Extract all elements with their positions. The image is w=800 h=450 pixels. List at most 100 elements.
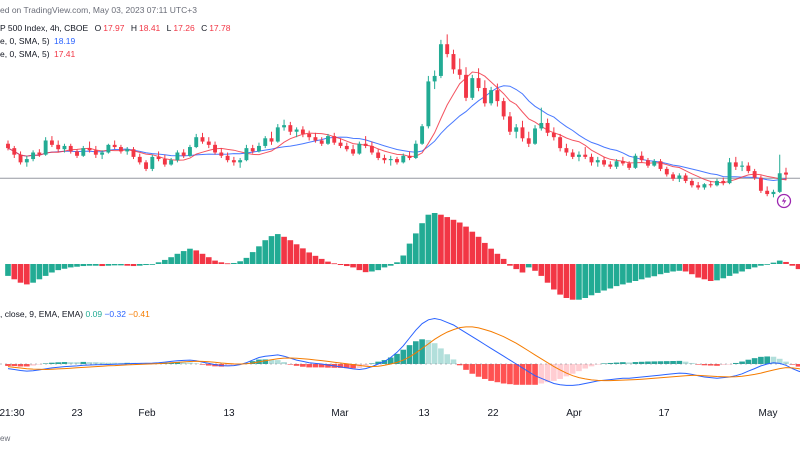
macd-histogram-bar xyxy=(795,364,800,367)
histogram-bar xyxy=(80,264,87,267)
macd-signal-value: −0.41 xyxy=(128,309,150,319)
macd-histogram-bar xyxy=(61,362,68,364)
histogram-bar xyxy=(111,264,118,266)
histogram-bar xyxy=(682,264,689,272)
macd-histogram-bar xyxy=(36,364,43,365)
ohlc-high-value: 18.41 xyxy=(139,23,161,33)
macd-histogram-bar xyxy=(463,364,469,370)
histogram-bar xyxy=(670,264,676,272)
candle-body xyxy=(18,154,23,163)
macd-histogram-bar xyxy=(180,362,187,364)
candle-body xyxy=(432,75,437,82)
candle-body xyxy=(188,147,192,156)
candle-body xyxy=(407,155,412,158)
histogram-bar xyxy=(86,264,93,266)
histogram-bar xyxy=(758,264,764,266)
macd-histogram-bar xyxy=(670,361,676,364)
macd-histogram-bar xyxy=(312,364,319,368)
candle-body xyxy=(777,173,782,192)
macd-histogram-bar xyxy=(74,362,80,364)
histogram-bar xyxy=(620,264,626,285)
candle-body xyxy=(194,137,199,148)
candle-body xyxy=(658,161,663,169)
histogram-bar xyxy=(42,264,49,276)
ma1-label: e, 0, SMA, 5) xyxy=(0,36,50,46)
candle-body xyxy=(156,156,161,160)
macd-histogram-bar xyxy=(86,362,93,364)
macd-histogram-bar xyxy=(425,339,432,364)
histogram-bar xyxy=(519,264,526,273)
macd-histogram-bar xyxy=(350,364,356,369)
macd-histogram-bar xyxy=(231,364,237,366)
candle-body xyxy=(275,127,280,142)
histogram-bar xyxy=(726,264,733,276)
histogram-bar xyxy=(557,264,563,295)
x-tick-label: 13 xyxy=(223,408,235,419)
candle-body xyxy=(752,171,757,178)
histogram-bar xyxy=(745,264,752,270)
candle-body xyxy=(733,162,738,167)
macd-histogram-bar xyxy=(695,364,701,365)
macd-histogram-bar xyxy=(394,353,400,364)
candle-body xyxy=(696,185,701,188)
ma1-legend-row[interactable]: e, 0, SMA, 5) 18.19 xyxy=(0,36,75,46)
histogram-bar xyxy=(193,250,200,264)
candle-body xyxy=(37,152,42,155)
macd-histogram-bar xyxy=(306,364,312,368)
histogram-bar xyxy=(507,264,513,266)
candle-body xyxy=(771,191,776,195)
histogram-bar xyxy=(632,264,639,281)
ma2-legend-row[interactable]: e, 0, SMA, 5) 17.41 xyxy=(0,49,75,59)
histogram-bar xyxy=(17,264,24,283)
histogram-bar xyxy=(124,264,131,266)
histogram-bar xyxy=(663,264,670,273)
candle-body xyxy=(401,155,406,163)
moving-averages xyxy=(7,71,787,184)
candle-body xyxy=(213,144,217,153)
candle-body xyxy=(627,163,632,168)
macd-histogram-bar xyxy=(268,359,275,364)
candle-body xyxy=(244,148,249,161)
histogram-bar xyxy=(770,262,777,264)
x-tick-label: 22 xyxy=(487,408,499,419)
macd-histogram-bar xyxy=(55,362,62,364)
x-tick-label: Apr xyxy=(566,408,582,419)
candle-body xyxy=(300,129,305,134)
histogram-bar xyxy=(187,248,193,264)
macd-histogram-bar xyxy=(507,364,513,385)
macd-histogram-bar xyxy=(111,362,118,364)
candle-body xyxy=(426,81,431,127)
candle-body xyxy=(319,140,324,144)
macd-histogram-bar xyxy=(701,364,708,366)
macd-histogram-bar xyxy=(387,357,394,364)
histogram-bar xyxy=(764,264,771,265)
histogram-bar xyxy=(99,264,105,267)
candle-body xyxy=(288,125,293,132)
macd-histogram-bar xyxy=(419,339,425,364)
histogram-bar xyxy=(582,264,589,298)
macd-histogram-bar xyxy=(726,364,733,365)
candle-body xyxy=(282,125,287,128)
candle-body xyxy=(476,78,481,88)
macd-histogram-bar xyxy=(538,364,545,384)
ma-pink-line xyxy=(7,71,787,184)
macd-histogram-bar xyxy=(745,359,752,364)
candle-body xyxy=(131,149,136,157)
candle-body xyxy=(162,159,167,165)
candle-body xyxy=(551,132,556,138)
histogram-bar xyxy=(218,262,225,264)
macd-histogram-bar xyxy=(80,361,87,364)
candle-body xyxy=(24,159,29,163)
candle-body xyxy=(470,78,475,98)
histogram-bar xyxy=(180,251,187,264)
macd-histogram-bar xyxy=(199,364,206,365)
histogram-bar xyxy=(645,264,651,278)
candle-body xyxy=(577,154,581,157)
histogram-bar xyxy=(676,264,683,271)
histogram-bar xyxy=(343,264,350,267)
dividend-marker[interactable] xyxy=(776,193,792,209)
macd-legend[interactable]: , close, 9, EMA, EMA) 0.09 −0.32 −0.41 xyxy=(0,309,150,319)
histogram-bar xyxy=(438,214,444,264)
histogram-bar xyxy=(136,264,143,266)
